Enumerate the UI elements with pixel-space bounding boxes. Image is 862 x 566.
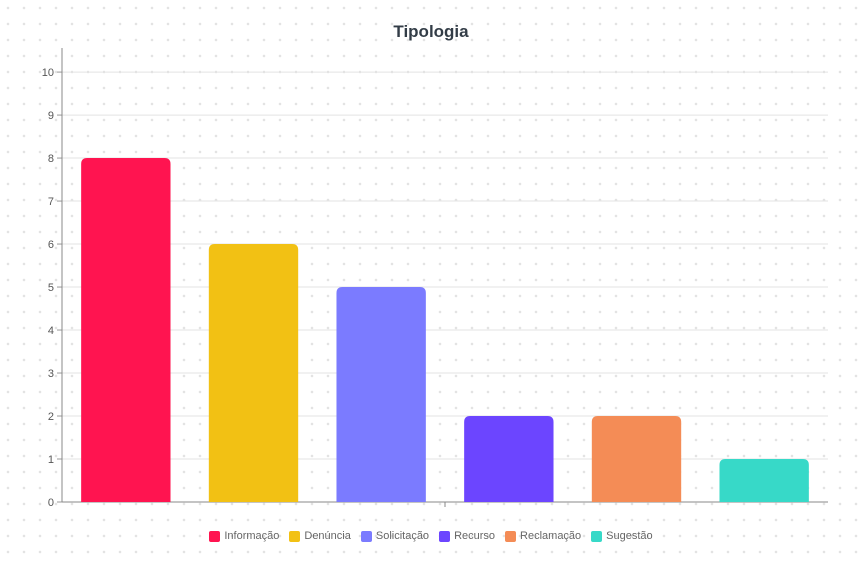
legend-item[interactable]: Denúncia — [289, 530, 351, 542]
legend-swatch — [591, 530, 603, 542]
y-tick-label: 9 — [48, 110, 54, 122]
y-tick-label: 2 — [48, 411, 54, 423]
y-tick-label: 3 — [48, 368, 54, 380]
legend-label: Solicitação — [375, 530, 430, 542]
legend-swatch — [360, 530, 372, 542]
legend-item[interactable]: Informação — [209, 530, 279, 542]
y-tick-label: 5 — [48, 282, 54, 294]
legend-swatch — [209, 530, 221, 542]
legend-label: Reclamação — [520, 530, 582, 542]
y-tick-label: 8 — [48, 153, 54, 165]
bar-informação — [81, 158, 171, 502]
legend-label: Recurso — [454, 530, 496, 542]
legend-item[interactable]: Sugestão — [591, 530, 653, 542]
y-tick-label: 7 — [48, 196, 54, 208]
bar-sugestão — [719, 459, 809, 502]
legend-item[interactable]: Solicitação — [360, 530, 430, 542]
y-tick-label: 6 — [48, 239, 54, 251]
bar-denúncia — [208, 244, 299, 502]
legend-swatch — [289, 530, 301, 542]
legend-item[interactable]: Reclamação — [505, 530, 581, 542]
y-tick-label: 10 — [42, 67, 54, 79]
legend-label: Sugestão — [606, 530, 653, 542]
legend-swatch — [505, 530, 517, 542]
bar-recurso — [464, 416, 554, 502]
legend: Informação Denúncia Solicitação Recurso Recl… — [0, 530, 862, 542]
y-tick-label: 1 — [48, 454, 54, 466]
bar-reclamação — [591, 416, 682, 502]
y-tick-label: 0 — [48, 497, 54, 509]
legend-swatch — [439, 530, 451, 542]
chart-title: Tipologia — [393, 22, 469, 41]
bar-solicitação — [336, 287, 426, 502]
legend-item[interactable]: Recurso — [439, 530, 495, 542]
legend-label: Denúncia — [304, 530, 351, 542]
legend-label: Informação — [224, 530, 280, 542]
y-tick-label: 4 — [48, 325, 54, 337]
